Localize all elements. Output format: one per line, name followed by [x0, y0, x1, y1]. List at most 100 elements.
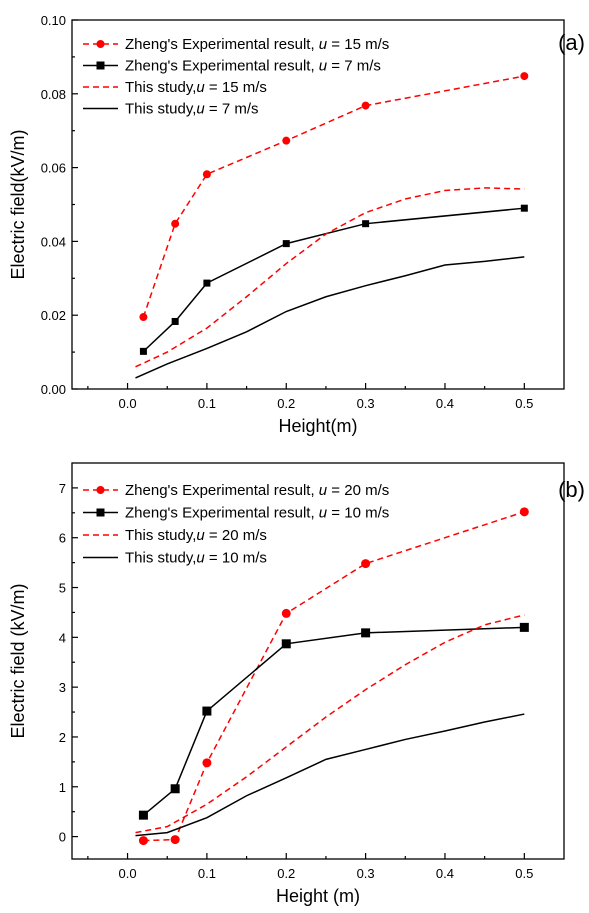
legend-marker — [96, 508, 105, 517]
series-1: Zheng's Experimental result, u = 7 m/s — [83, 58, 528, 355]
legend-label-prefix: Zheng's Experimental result, — [125, 36, 319, 53]
legend-label: Zheng's Experimental result, u = 20 m/s — [125, 482, 389, 499]
y-tick-label: 0.10 — [41, 13, 66, 28]
legend-label: This study,u = 7 m/s — [125, 101, 259, 118]
x-tick-label: 0.1 — [198, 866, 216, 881]
data-point — [362, 220, 370, 228]
legend-label-suffix: = 20 m/s — [327, 482, 389, 499]
data-point — [281, 639, 291, 649]
x-axis-title: Height (m) — [276, 886, 360, 906]
y-tick-label: 0 — [59, 830, 66, 845]
x-tick-label: 0.3 — [357, 866, 375, 881]
legend-label-symbol: u — [319, 482, 328, 499]
x-tick-label: 0.5 — [515, 866, 533, 881]
legend-label-symbol: u — [196, 527, 205, 544]
x-tick-label: 0.0 — [119, 396, 137, 411]
data-point — [202, 706, 212, 716]
data-point — [520, 72, 529, 81]
y-tick-label: 0.04 — [41, 234, 66, 249]
series-2: This study,u = 20 m/s — [83, 527, 525, 834]
x-tick-label: 0.3 — [357, 396, 375, 411]
legend-label: Zheng's Experimental result, u = 7 m/s — [125, 58, 381, 75]
series-0: Zheng's Experimental result, u = 20 m/s — [83, 482, 529, 846]
data-point — [138, 810, 148, 820]
legend-marker — [96, 61, 105, 70]
data-point — [282, 136, 291, 145]
data-point — [202, 170, 211, 179]
legend-label-prefix: This study, — [125, 101, 196, 118]
series-line — [135, 256, 525, 379]
data-point — [170, 784, 180, 794]
panel-label: (a) — [558, 30, 585, 55]
legend-label: Zheng's Experimental result, u = 15 m/s — [125, 36, 389, 53]
data-point — [139, 347, 147, 355]
x-tick-label: 0.0 — [119, 866, 137, 881]
legend-label-prefix: This study, — [125, 550, 196, 567]
series-2: This study,u = 15 m/s — [83, 79, 525, 368]
data-point — [361, 101, 370, 110]
legend-label-suffix: = 15 m/s — [327, 36, 389, 53]
legend-label-prefix: This study, — [125, 79, 196, 96]
data-point — [519, 622, 529, 632]
series-line — [143, 511, 525, 842]
plot-frame — [71, 19, 565, 390]
x-tick-label: 0.1 — [198, 396, 216, 411]
legend-marker — [96, 40, 105, 48]
data-point — [282, 240, 290, 248]
x-tick-label: 0.2 — [277, 866, 295, 881]
data-point — [520, 204, 528, 212]
y-tick-label: 4 — [59, 630, 66, 645]
legend-label-symbol: u — [196, 550, 205, 567]
legend-label-suffix: = 7 m/s — [327, 58, 381, 75]
series-0: Zheng's Experimental result, u = 15 m/s — [83, 36, 529, 322]
legend-label: This study,u = 10 m/s — [125, 550, 267, 567]
x-tick-label: 0.5 — [515, 396, 533, 411]
y-tick-label: 0.06 — [41, 161, 66, 176]
series-line — [142, 626, 525, 816]
y-tick-label: 0.00 — [41, 382, 66, 397]
y-tick-label: 2 — [59, 730, 66, 745]
y-axis-title: Electric field(kV/m) — [8, 129, 28, 279]
legend-label-suffix: = 7 m/s — [205, 101, 259, 118]
legend-label-suffix: = 10 m/s — [327, 505, 389, 522]
legend-label-suffix: = 10 m/s — [205, 550, 267, 567]
series-1: Zheng's Experimental result, u = 10 m/s — [83, 505, 529, 820]
legend-label-prefix: This study, — [125, 527, 196, 544]
data-point — [171, 317, 179, 325]
y-tick-label: 0.08 — [41, 87, 66, 102]
x-axis-title: Height(m) — [278, 416, 357, 436]
y-tick-label: 5 — [59, 581, 66, 596]
series-line — [135, 614, 525, 834]
data-point — [171, 219, 180, 228]
legend-label-suffix: = 15 m/s — [205, 79, 267, 96]
legend-label-symbol: u — [319, 58, 328, 75]
legend-label: This study,u = 15 m/s — [125, 79, 267, 96]
chart-panel-b: 0.0 0.1 0.2 0.3 0.4 0.5 0 1 2 3 4 5 6 7 Height (m) Elec… — [8, 462, 585, 906]
data-point — [138, 836, 148, 846]
x-tick-label: 0.4 — [436, 866, 454, 881]
legend-label-symbol: u — [319, 505, 328, 522]
data-point — [519, 507, 529, 517]
data-point — [139, 313, 148, 322]
legend-label-symbol: u — [319, 36, 328, 53]
data-point — [361, 559, 371, 569]
legend-label-prefix: Zheng's Experimental result, — [125, 482, 319, 499]
y-axis-title: Electric field (kV/m) — [8, 583, 28, 738]
chart-panel-a: 0.0 0.1 0.2 0.3 0.4 0.5 0.00 0.02 0.04 0.06 0.08 0.… — [8, 13, 585, 436]
legend-label-symbol: u — [196, 79, 205, 96]
legend-marker — [96, 486, 105, 494]
x-tick-label: 0.2 — [277, 396, 295, 411]
series-line — [142, 75, 525, 318]
legend-label-symbol: u — [196, 101, 205, 118]
series-3: This study,u = 10 m/s — [83, 550, 525, 837]
y-tick-label: 1 — [59, 780, 66, 795]
data-point — [361, 628, 371, 638]
plot-frame — [71, 462, 565, 860]
legend-label: This study,u = 20 m/s — [125, 527, 267, 544]
legend-label-prefix: Zheng's Experimental result, — [125, 505, 319, 522]
series-line — [142, 207, 525, 352]
data-point — [170, 835, 180, 845]
data-point — [281, 608, 291, 618]
series-line — [135, 187, 525, 368]
